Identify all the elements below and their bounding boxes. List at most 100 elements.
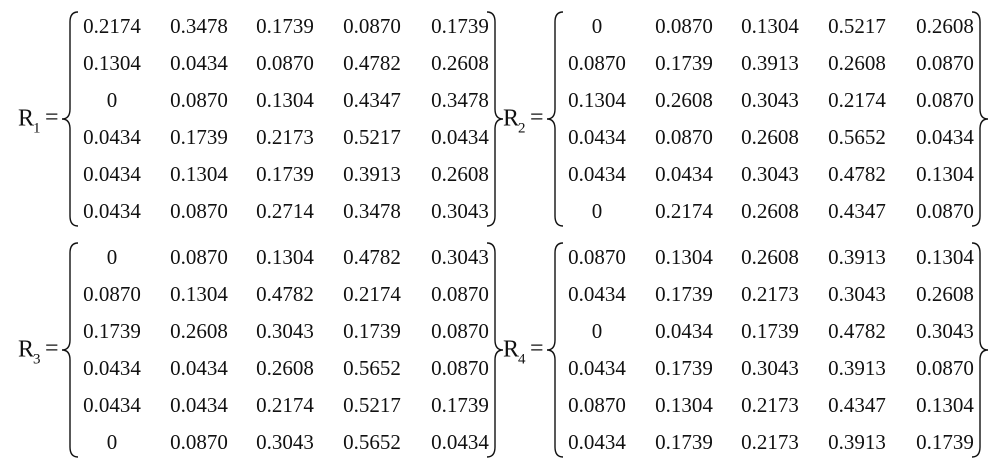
matrix-cell: 0.0870 [655, 125, 713, 149]
matrix-cell: 0.2173 [256, 125, 314, 149]
matrix-cell: 0.0434 [568, 356, 626, 380]
matrix-cell: 0.2174 [343, 282, 401, 306]
matrix-label: R [503, 337, 519, 363]
matrix-cell: 0.0870 [431, 356, 489, 380]
matrix-cell: 0.0870 [431, 319, 489, 343]
matrix-cell: 0.3043 [741, 162, 799, 186]
left-brace [546, 242, 564, 458]
matrix-cell: 0.2608 [431, 162, 489, 186]
matrix-cell: 0.2608 [170, 319, 228, 343]
matrix-cell: 0.1739 [655, 356, 713, 380]
matrix-cell: 0.4782 [343, 245, 401, 269]
matrix-cell: 0.4782 [828, 319, 886, 343]
matrix-cell: 0.3478 [343, 199, 401, 223]
matrix-cell: 0.0870 [256, 51, 314, 75]
matrix-cell: 0.3478 [170, 14, 228, 38]
matrix-cell: 0.0434 [568, 125, 626, 149]
matrix-cell: 0.0870 [655, 14, 713, 38]
matrix-cell: 0.1304 [170, 162, 228, 186]
matrix-cell: 0.0870 [916, 199, 974, 223]
matrix-cell: 0.1304 [655, 245, 713, 269]
matrix-cell: 0.3043 [741, 88, 799, 112]
matrix-cell: 0.2174 [256, 393, 314, 417]
matrix-cell: 0.1739 [83, 319, 141, 343]
matrix-cell: 0.1739 [655, 430, 713, 454]
matrix-cell: 0.1739 [431, 393, 489, 417]
matrix-cell: 0.2173 [741, 393, 799, 417]
matrix-cell: 0.3043 [828, 282, 886, 306]
matrix-cell: 0.5217 [343, 393, 401, 417]
matrix-cell: 0.3043 [256, 319, 314, 343]
right-brace [971, 11, 989, 227]
matrix-cell: 0.1304 [568, 88, 626, 112]
matrix-cell: 0.5652 [343, 430, 401, 454]
matrix-cell: 0.4782 [343, 51, 401, 75]
matrix-cell: 0.1304 [256, 245, 314, 269]
matrix-cell: 0.0434 [655, 319, 713, 343]
matrix-cell: 0.1304 [916, 245, 974, 269]
right-brace [971, 242, 989, 458]
equals-sign: = [45, 105, 59, 131]
matrix-cell: 0.0434 [568, 282, 626, 306]
matrix-cell: 0.3913 [828, 356, 886, 380]
matrix-cell: 0.0434 [83, 162, 141, 186]
matrix-cell: 0.2173 [741, 430, 799, 454]
matrix-cell: 0.0434 [568, 430, 626, 454]
matrix-cell: 0.3043 [741, 356, 799, 380]
left-brace [61, 11, 79, 227]
matrix-subscript: 1 [33, 120, 41, 136]
matrix-cell: 0.4347 [828, 393, 886, 417]
matrix-cell: 0.0870 [568, 245, 626, 269]
matrix-cell: 0.1304 [916, 162, 974, 186]
matrix-cell: 0.0434 [916, 125, 974, 149]
matrix-cell: 0.1739 [256, 162, 314, 186]
matrix-cell: 0.1739 [741, 319, 799, 343]
matrix-cell: 0.0434 [170, 393, 228, 417]
matrix-cell: 0 [107, 430, 118, 454]
matrix-cell: 0.3043 [431, 199, 489, 223]
matrix-cell: 0.4782 [256, 282, 314, 306]
matrix-cell: 0.2608 [741, 245, 799, 269]
matrix-cell: 0.1304 [83, 51, 141, 75]
matrix-cell: 0.1739 [170, 125, 228, 149]
matrix-cell: 0.2608 [741, 199, 799, 223]
matrix-cell: 0.0434 [431, 430, 489, 454]
matrix-cell: 0.0434 [170, 356, 228, 380]
matrix-cell: 0.1304 [741, 14, 799, 38]
matrix-cell: 0.2608 [431, 51, 489, 75]
matrix-cell: 0.0870 [170, 199, 228, 223]
matrix-cell: 0.5652 [828, 125, 886, 149]
matrix-cell: 0.1304 [170, 282, 228, 306]
matrix-cell: 0 [107, 245, 118, 269]
matrix-cell: 0.1739 [256, 14, 314, 38]
matrix-cell: 0.0870 [170, 245, 228, 269]
matrix-cell: 0.0434 [83, 356, 141, 380]
matrix-cell: 0.3043 [256, 430, 314, 454]
matrix-cell: 0.1304 [256, 88, 314, 112]
matrix-cell: 0.2173 [741, 282, 799, 306]
matrix-cell: 0.0870 [170, 88, 228, 112]
matrix-cell: 0.2174 [655, 199, 713, 223]
equals-sign: = [45, 336, 59, 362]
right-brace [486, 11, 504, 227]
matrix-cell: 0.1304 [916, 393, 974, 417]
matrix-cell: 0.0870 [916, 51, 974, 75]
matrix-cell: 0.0870 [568, 393, 626, 417]
matrix-cell: 0.0870 [83, 282, 141, 306]
matrix-cell: 0.2714 [256, 199, 314, 223]
matrix-cell: 0.0434 [170, 51, 228, 75]
matrix-cell: 0.0434 [431, 125, 489, 149]
matrix-cell: 0.5217 [828, 14, 886, 38]
matrix-label: R [503, 106, 519, 132]
matrix-cell: 0.0434 [83, 393, 141, 417]
matrix-cell: 0.3043 [431, 245, 489, 269]
matrix-cell: 0.0870 [343, 14, 401, 38]
matrix-cell: 0 [592, 319, 603, 343]
matrix-cell: 0.2608 [655, 88, 713, 112]
matrix-cell: 0.1739 [655, 282, 713, 306]
left-brace [546, 11, 564, 227]
matrix-cell: 0 [107, 88, 118, 112]
matrix-cell: 0.0870 [431, 282, 489, 306]
matrix-cell: 0.0434 [83, 125, 141, 149]
